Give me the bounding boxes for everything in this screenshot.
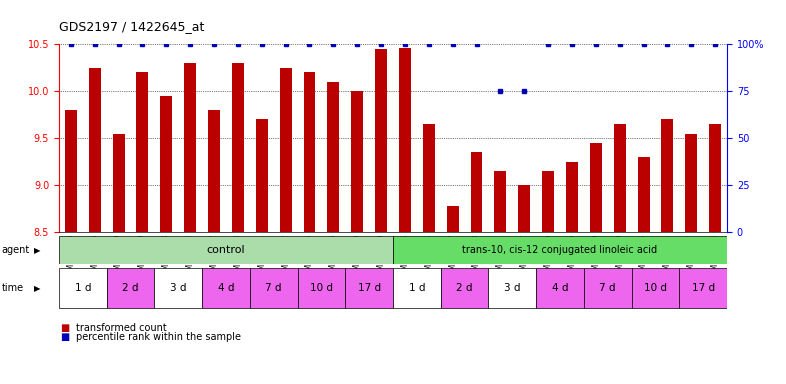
Bar <box>112 134 124 232</box>
FancyBboxPatch shape <box>345 268 393 308</box>
Text: 2 d: 2 d <box>123 283 139 293</box>
Text: 10 d: 10 d <box>644 283 667 293</box>
Bar <box>471 152 483 232</box>
Bar <box>208 110 220 232</box>
Text: ▶: ▶ <box>34 284 40 293</box>
FancyBboxPatch shape <box>584 268 632 308</box>
Text: agent: agent <box>2 245 30 255</box>
Text: 17 d: 17 d <box>358 283 380 293</box>
Bar <box>184 63 196 232</box>
FancyBboxPatch shape <box>154 268 202 308</box>
Text: 1 d: 1 d <box>75 283 91 293</box>
Bar <box>232 63 244 232</box>
FancyBboxPatch shape <box>488 268 536 308</box>
Bar <box>685 134 697 232</box>
Bar <box>399 48 411 232</box>
Text: 10 d: 10 d <box>310 283 333 293</box>
FancyBboxPatch shape <box>250 268 298 308</box>
Bar <box>255 119 268 232</box>
Bar <box>375 49 387 232</box>
Text: time: time <box>2 283 24 293</box>
Text: 7 d: 7 d <box>266 283 282 293</box>
Text: transformed count: transformed count <box>76 323 167 333</box>
Text: 2 d: 2 d <box>457 283 473 293</box>
Bar <box>137 73 149 232</box>
Text: 3 d: 3 d <box>170 283 186 293</box>
Bar <box>65 110 77 232</box>
Text: 7 d: 7 d <box>600 283 616 293</box>
Text: trans-10, cis-12 conjugated linoleic acid: trans-10, cis-12 conjugated linoleic aci… <box>462 245 658 255</box>
Bar <box>328 82 340 232</box>
Text: 4 d: 4 d <box>218 283 234 293</box>
Text: ■: ■ <box>61 323 70 333</box>
Bar <box>303 73 315 232</box>
Text: percentile rank within the sample: percentile rank within the sample <box>76 332 241 342</box>
Bar <box>566 162 578 232</box>
Text: 3 d: 3 d <box>504 283 520 293</box>
Text: 4 d: 4 d <box>552 283 568 293</box>
Bar <box>446 206 458 232</box>
FancyBboxPatch shape <box>202 268 250 308</box>
Text: 1 d: 1 d <box>409 283 425 293</box>
Text: control: control <box>207 245 245 255</box>
Bar <box>423 124 435 232</box>
Bar <box>518 185 531 232</box>
Bar <box>351 91 363 232</box>
FancyBboxPatch shape <box>393 236 727 264</box>
FancyBboxPatch shape <box>632 268 679 308</box>
Bar <box>709 124 721 232</box>
Text: ▶: ▶ <box>34 246 40 255</box>
Text: 17 d: 17 d <box>692 283 714 293</box>
Text: GDS2197 / 1422645_at: GDS2197 / 1422645_at <box>59 20 204 33</box>
FancyBboxPatch shape <box>298 268 345 308</box>
Bar <box>637 157 649 232</box>
Bar <box>160 96 172 232</box>
Bar <box>89 68 101 232</box>
Bar <box>280 68 292 232</box>
FancyBboxPatch shape <box>107 268 154 308</box>
Text: ■: ■ <box>61 332 70 342</box>
Bar <box>614 124 626 232</box>
FancyBboxPatch shape <box>59 268 107 308</box>
FancyBboxPatch shape <box>59 236 393 264</box>
FancyBboxPatch shape <box>393 268 441 308</box>
FancyBboxPatch shape <box>679 268 727 308</box>
Bar <box>542 171 554 232</box>
Bar <box>590 143 602 232</box>
FancyBboxPatch shape <box>536 268 584 308</box>
Bar <box>494 171 506 232</box>
FancyBboxPatch shape <box>441 268 488 308</box>
Bar <box>662 119 674 232</box>
